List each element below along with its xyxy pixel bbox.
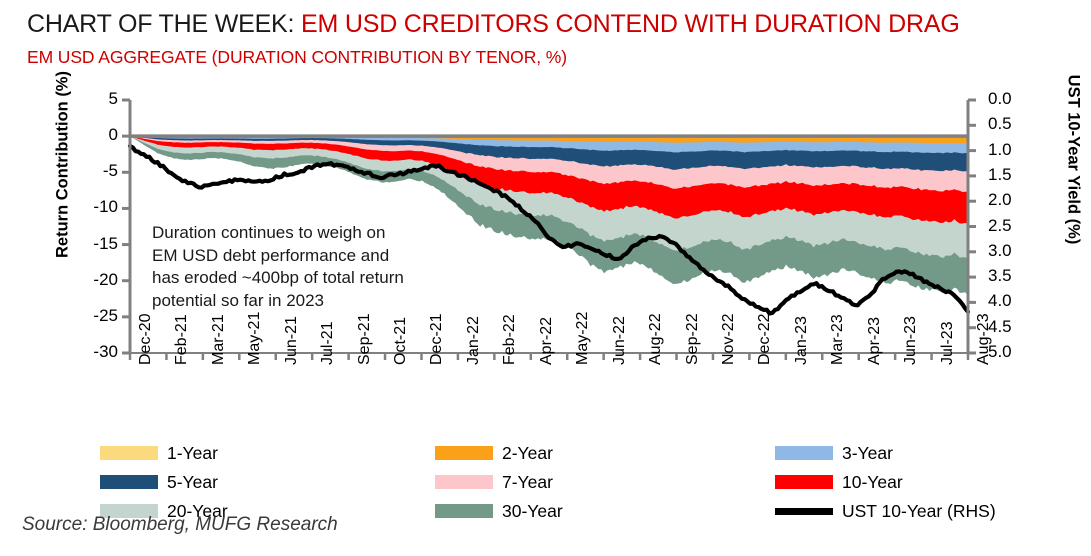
- y-tick-label-left: -5: [102, 161, 118, 181]
- legend-label: 3-Year: [842, 442, 893, 463]
- legend-swatch-icon: [775, 446, 833, 460]
- x-tick-label: Jun-22: [610, 316, 628, 365]
- y-tick-label-right: 2.0: [988, 190, 1012, 210]
- x-tick-label: Dec-20: [137, 313, 154, 365]
- area-band-2-year: [130, 136, 968, 144]
- x-tick-label: Jul-23: [938, 321, 956, 365]
- annotation-line-1: Duration continues to weigh on: [152, 223, 386, 242]
- x-tick-label: Mar-23: [829, 314, 847, 365]
- legend-swatch-icon: [775, 507, 833, 515]
- legend-swatch-icon: [775, 475, 833, 489]
- chart-legend: 1-Year 2-Year 3-Year 5-Year 7-Year 10-Year 20-…: [100, 442, 1080, 529]
- legend-item-1-year[interactable]: 1-Year: [100, 442, 435, 464]
- legend-item-20-year[interactable]: 20-Year: [100, 500, 435, 522]
- x-tick-label: Feb-22: [501, 314, 519, 365]
- page-subtitle: EM USD AGGREGATE (DURATION CONTRIBUTION …: [27, 47, 567, 67]
- legend-swatch-icon: [100, 475, 158, 489]
- page-title: CHART OF THE WEEK: EM USD CREDITORS CONT…: [27, 10, 1087, 39]
- y-tick-label-left: -30: [93, 342, 118, 361]
- x-tick-label: Jul-21: [319, 321, 337, 365]
- legend-swatch-icon: [435, 446, 493, 460]
- y-tick-label-right: 2.5: [988, 215, 1012, 235]
- x-tick-label: Sep-22: [683, 313, 701, 365]
- legend-item-5-year[interactable]: 5-Year: [100, 471, 435, 493]
- x-tick-label: Apr-23: [865, 316, 883, 365]
- y-tick-label-left: -25: [93, 305, 118, 325]
- x-tick-label: Aug-23: [975, 313, 992, 365]
- legend-label: 1-Year: [167, 442, 218, 463]
- y-tick-label-left: 5: [108, 89, 118, 108]
- x-tick-label: May-22: [574, 311, 592, 365]
- legend-label: UST 10-Year (RHS): [842, 500, 996, 521]
- legend-label: 20-Year: [167, 500, 228, 521]
- legend-swatch-icon: [100, 446, 158, 460]
- y-tick-label-right: 4.0: [988, 291, 1012, 311]
- y-tick-label-left: -15: [93, 233, 118, 253]
- x-tick-label: Dec-21: [428, 313, 446, 365]
- x-tick-label: Apr-22: [537, 316, 555, 365]
- ust-10-year-line: [127, 143, 971, 316]
- x-tick-label: Jun-21: [282, 316, 300, 365]
- annotation-line-4: potential so far in 2023: [152, 290, 325, 310]
- legend-label: 7-Year: [502, 471, 553, 492]
- legend-label: 10-Year: [842, 471, 903, 492]
- legend-item-3-year[interactable]: 3-Year: [775, 442, 1075, 464]
- y-tick-label-right: 3.0: [988, 240, 1012, 260]
- legend-item-10-year[interactable]: 10-Year: [775, 471, 1075, 493]
- annotation-line-3: has eroded ~400bp of total return: [152, 268, 404, 287]
- annotation-line-2: EM USD debt performance and: [152, 245, 390, 265]
- x-tick-label: Jun-23: [902, 316, 920, 365]
- title-prefix: CHART OF THE WEEK:: [27, 10, 302, 38]
- y-tick-label-right: 0.5: [988, 114, 1012, 134]
- x-tick-label: Jan-23: [792, 316, 810, 365]
- x-tick-label: May-21: [246, 311, 264, 365]
- legend-row: 5-Year 7-Year 10-Year: [100, 471, 1080, 493]
- y-tick-label-right: 0.0: [988, 89, 1012, 108]
- y-tick-label-right: 3.5: [988, 266, 1012, 286]
- y-tick-label-left: 0: [108, 125, 118, 145]
- legend-swatch-icon: [435, 504, 493, 518]
- legend-item-2-year[interactable]: 2-Year: [435, 442, 775, 464]
- legend-swatch-icon: [435, 475, 493, 489]
- legend-row: 1-Year 2-Year 3-Year: [100, 442, 1080, 464]
- x-tick-label: Feb-21: [173, 314, 191, 365]
- y-tick-label-right: 5.0: [988, 342, 1012, 361]
- y-tick-label-left: -10: [93, 197, 118, 217]
- legend-label: 5-Year: [167, 471, 218, 492]
- legend-item-7-year[interactable]: 7-Year: [435, 471, 775, 493]
- legend-swatch-icon: [100, 504, 158, 518]
- y-tick-label-right: 1.5: [988, 164, 1012, 184]
- y-tick-label-right: 1.0: [988, 139, 1012, 159]
- title-main: EM USD CREDITORS CONTEND WITH DURATION D…: [301, 10, 960, 38]
- x-tick-label: Aug-22: [647, 313, 665, 365]
- y-tick-label-right: 4.5: [988, 316, 1012, 336]
- legend-item-ust-10-year-rhs[interactable]: UST 10-Year (RHS): [775, 500, 1075, 522]
- x-tick-label: Sep-21: [355, 313, 373, 365]
- chart-annotation: Duration continues to weigh on EM USD de…: [152, 222, 482, 312]
- x-tick-label: Dec-22: [756, 313, 774, 365]
- y-tick-label-left: -20: [93, 269, 118, 289]
- source-note: Source: Bloomberg, MUFG Research: [22, 514, 338, 535]
- x-tick-label: Jan-22: [464, 316, 482, 365]
- legend-label: 2-Year: [502, 442, 553, 463]
- legend-item-30-year[interactable]: 30-Year: [435, 500, 775, 522]
- legend-label: 30-Year: [502, 500, 563, 521]
- x-tick-label: Oct-21: [392, 316, 410, 365]
- legend-row: 20-Year 30-Year UST 10-Year (RHS): [100, 500, 1080, 522]
- x-tick-label: Mar-21: [209, 314, 227, 365]
- x-tick-label: Nov-22: [719, 313, 737, 365]
